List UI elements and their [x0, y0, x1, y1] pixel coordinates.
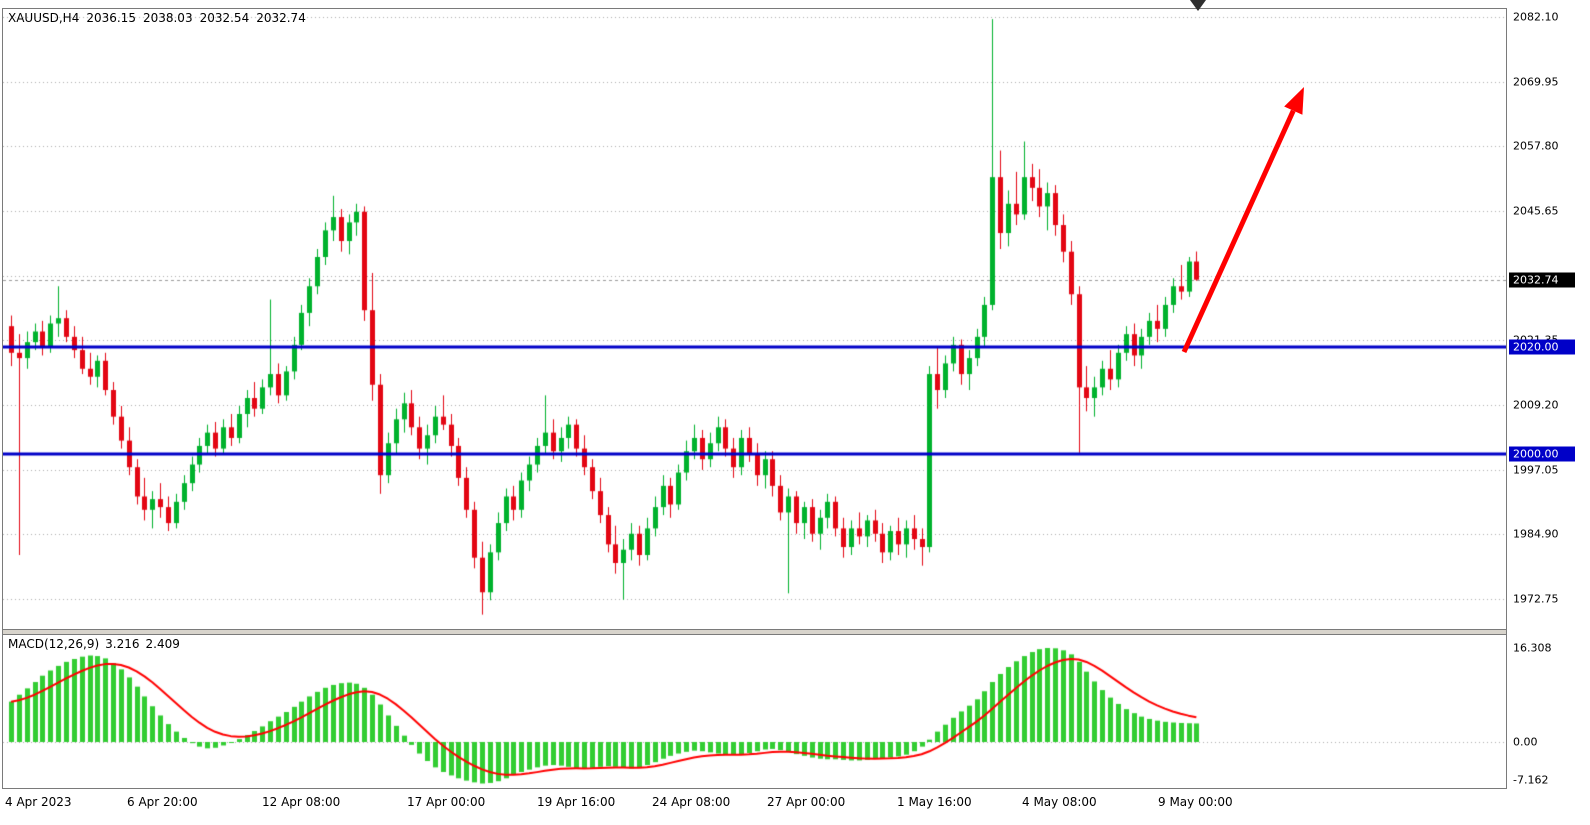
macd-signal-value: 2.409: [145, 637, 180, 651]
high-value: 2038.03: [142, 11, 193, 25]
macd-main-value: 3.216: [105, 637, 140, 651]
time-axis-label: 9 May 00:00: [1158, 795, 1233, 809]
time-axis-label: 19 Apr 16:00: [537, 795, 616, 809]
macd-axis-label: -7.162: [1513, 773, 1549, 787]
time-axis-label: 6 Apr 20:00: [127, 795, 198, 809]
symbol-label: XAUUSD,H4: [8, 11, 80, 25]
trend-arrow[interactable]: [3, 9, 1506, 629]
pane-splitter[interactable]: [3, 629, 1506, 635]
price-axis-label: 2069.95: [1513, 75, 1559, 89]
price-axis-label: 2082.10: [1513, 10, 1559, 24]
price-axis[interactable]: 2082.102069.952057.802045.652021.352009.…: [1508, 0, 1590, 789]
price-axis-label: 2009.20: [1513, 398, 1559, 412]
level-price-badge: 2000.00: [1509, 446, 1575, 462]
time-axis-label: 24 Apr 08:00: [652, 795, 731, 809]
macd-label: MACD(12,26,9): [8, 637, 100, 651]
macd-chart-canvas[interactable]: [3, 635, 1506, 788]
macd-axis-label: 16.308: [1513, 641, 1552, 655]
chart-shift-marker[interactable]: [1190, 0, 1206, 11]
open-value: 2036.15: [86, 11, 136, 25]
time-axis-label: 27 Apr 00:00: [767, 795, 846, 809]
level-price-badge: 2020.00: [1509, 339, 1575, 355]
trend-arrow-shaft[interactable]: [1181, 109, 1296, 354]
low-value: 2032.54: [199, 11, 250, 25]
price-chart-canvas[interactable]: [3, 9, 1506, 629]
symbol-ohlc-info: XAUUSD,H4 2036.15 2038.03 2032.54 2032.74: [8, 11, 313, 25]
time-axis-label: 4 Apr 2023: [5, 795, 72, 809]
chart-frame: XAUUSD,H4 2036.15 2038.03 2032.54 2032.74 MA…: [2, 8, 1507, 789]
time-axis[interactable]: 4 Apr 2023 6 Apr 20:00 12 Apr 08:00 17 Apr …: [0, 790, 1590, 825]
price-axis-label: 1997.05: [1513, 463, 1559, 477]
trend-arrow-head[interactable]: [1284, 87, 1304, 115]
price-axis-label: 1972.75: [1513, 592, 1559, 606]
time-axis-label: 17 Apr 00:00: [407, 795, 486, 809]
macd-indicator-info: MACD(12,26,9) 3.216 2.409: [8, 637, 186, 651]
time-axis-label: 12 Apr 08:00: [262, 795, 341, 809]
price-axis-label: 2057.80: [1513, 139, 1559, 153]
macd-axis-label: 0.00: [1513, 735, 1538, 749]
current-price-badge: 2032.74: [1509, 272, 1575, 288]
price-axis-label: 1984.90: [1513, 527, 1559, 541]
close-value: 2032.74: [256, 11, 306, 25]
price-pane[interactable]: XAUUSD,H4 2036.15 2038.03 2032.54 2032.74: [3, 9, 1506, 629]
price-axis-label: 2045.65: [1513, 204, 1559, 218]
macd-pane[interactable]: MACD(12,26,9) 3.216 2.409: [3, 635, 1506, 788]
time-axis-label: 1 May 16:00: [897, 795, 972, 809]
time-axis-label: 4 May 08:00: [1022, 795, 1097, 809]
